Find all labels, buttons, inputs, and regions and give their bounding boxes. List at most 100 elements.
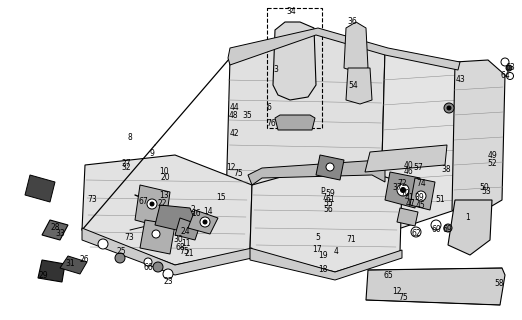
Text: 52: 52 — [487, 158, 497, 167]
Text: 53: 53 — [481, 188, 491, 196]
Text: 13: 13 — [159, 191, 169, 201]
Circle shape — [200, 217, 210, 227]
Text: 46: 46 — [404, 166, 414, 175]
Circle shape — [115, 253, 125, 263]
Text: 48: 48 — [228, 110, 238, 119]
Text: 66: 66 — [143, 262, 153, 271]
Polygon shape — [60, 256, 87, 274]
Text: 5: 5 — [316, 234, 321, 243]
Text: 30: 30 — [173, 235, 183, 244]
Polygon shape — [385, 172, 420, 208]
Text: 11: 11 — [181, 239, 191, 249]
Circle shape — [506, 73, 514, 79]
Text: 43: 43 — [456, 76, 466, 84]
Text: 65: 65 — [383, 271, 393, 281]
Text: 68: 68 — [175, 243, 185, 252]
Text: 64: 64 — [500, 70, 510, 79]
Text: 70: 70 — [400, 188, 410, 197]
Polygon shape — [82, 155, 252, 265]
Polygon shape — [82, 228, 252, 275]
Text: 44: 44 — [229, 102, 239, 111]
Text: 72: 72 — [397, 180, 407, 188]
Text: 39: 39 — [414, 194, 424, 203]
Text: 76: 76 — [266, 118, 276, 127]
Polygon shape — [250, 248, 402, 280]
Text: 67: 67 — [138, 197, 148, 206]
Polygon shape — [140, 220, 175, 254]
Text: 33: 33 — [55, 229, 65, 238]
Polygon shape — [344, 22, 368, 72]
Circle shape — [447, 106, 451, 110]
Text: 28: 28 — [50, 223, 60, 233]
Text: 14: 14 — [203, 207, 213, 217]
Polygon shape — [225, 30, 385, 260]
Text: 71: 71 — [346, 236, 356, 244]
Polygon shape — [42, 220, 68, 240]
Text: 41: 41 — [404, 194, 414, 203]
Circle shape — [163, 269, 173, 279]
Polygon shape — [410, 178, 435, 210]
Text: 73: 73 — [87, 196, 97, 204]
Text: 56: 56 — [323, 204, 333, 213]
Circle shape — [416, 191, 426, 201]
Polygon shape — [188, 210, 218, 234]
Polygon shape — [228, 28, 460, 70]
Text: 1: 1 — [466, 213, 470, 222]
Polygon shape — [346, 68, 372, 104]
Text: 12: 12 — [392, 286, 402, 295]
Text: 74: 74 — [416, 179, 426, 188]
Circle shape — [444, 103, 454, 113]
Circle shape — [144, 258, 152, 266]
Text: 25: 25 — [116, 246, 126, 255]
Polygon shape — [366, 268, 505, 305]
Text: 19: 19 — [318, 252, 328, 260]
Circle shape — [98, 239, 108, 249]
Text: 23: 23 — [163, 277, 173, 286]
Text: 4: 4 — [334, 247, 338, 257]
Text: P: P — [321, 187, 325, 196]
Text: 3: 3 — [274, 66, 278, 75]
Text: 26: 26 — [79, 254, 89, 263]
Text: 40: 40 — [403, 161, 413, 170]
Text: 69: 69 — [442, 226, 452, 235]
Text: 47: 47 — [406, 198, 416, 207]
Text: 75: 75 — [179, 247, 189, 257]
Circle shape — [203, 220, 207, 224]
Text: 22: 22 — [157, 198, 167, 207]
Text: 54: 54 — [348, 81, 358, 90]
Polygon shape — [273, 22, 316, 100]
Circle shape — [147, 199, 157, 209]
Text: 38: 38 — [441, 165, 451, 174]
Text: 75: 75 — [233, 169, 243, 178]
Text: 8: 8 — [127, 133, 133, 142]
Circle shape — [397, 184, 409, 196]
Text: 34: 34 — [286, 7, 296, 17]
Text: 63: 63 — [505, 63, 515, 73]
Polygon shape — [365, 145, 447, 172]
Circle shape — [326, 163, 334, 171]
Polygon shape — [175, 218, 200, 240]
Text: 17: 17 — [312, 245, 322, 254]
Polygon shape — [25, 175, 55, 202]
Text: 6: 6 — [267, 102, 271, 111]
Polygon shape — [38, 260, 65, 282]
Text: 15: 15 — [216, 193, 226, 202]
Circle shape — [444, 224, 452, 232]
Text: 21: 21 — [184, 249, 194, 258]
Text: 45: 45 — [416, 201, 426, 210]
Circle shape — [150, 202, 154, 206]
Text: 27: 27 — [121, 159, 131, 169]
Text: 57: 57 — [413, 164, 423, 172]
Text: 42: 42 — [229, 129, 239, 138]
Circle shape — [152, 230, 160, 238]
Text: 29: 29 — [38, 271, 48, 281]
Text: 16: 16 — [191, 210, 201, 219]
Text: 20: 20 — [160, 173, 170, 182]
Text: 2: 2 — [191, 205, 195, 214]
Text: 75: 75 — [398, 293, 408, 302]
Circle shape — [506, 65, 512, 71]
Text: 35: 35 — [242, 111, 252, 121]
Text: 51: 51 — [435, 196, 445, 204]
Text: 7: 7 — [322, 193, 326, 202]
Circle shape — [153, 262, 163, 272]
